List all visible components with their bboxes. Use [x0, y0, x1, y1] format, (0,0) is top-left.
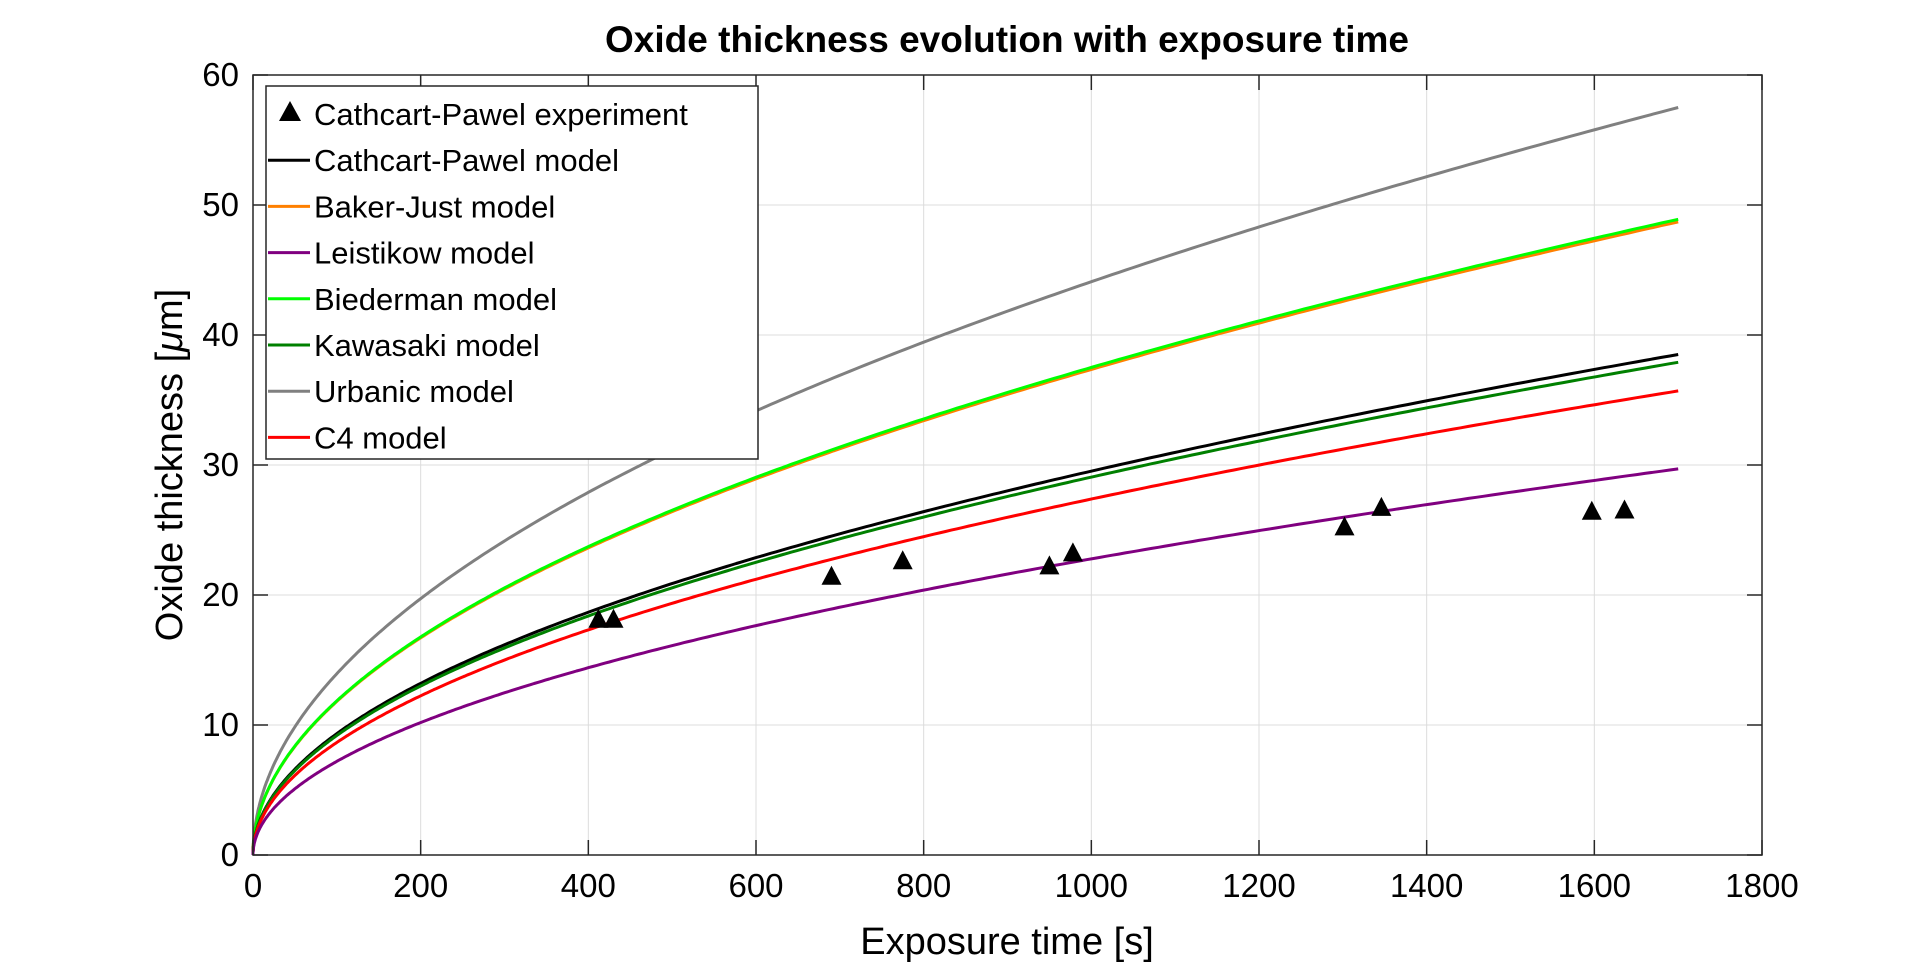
legend: Cathcart-Pawel experiment Cathcart-Pawel … — [265, 85, 759, 460]
x-tick-label-6: 1200 — [1222, 867, 1295, 904]
experiment-point-6 — [1334, 516, 1355, 536]
experiment-point-8 — [1581, 500, 1602, 520]
y-axis-title-prefix: Oxide thickness [ — [149, 351, 191, 641]
experiment-point-0 — [588, 608, 609, 628]
legend-label-5: Urbanic model — [314, 374, 514, 409]
y-tick-label-0: 0 — [221, 836, 239, 873]
series-lines — [251, 106, 1679, 856]
x-tick-label-3: 600 — [728, 867, 783, 904]
legend-label-2: Leistikow model — [314, 236, 535, 271]
x-tick-label-8: 1600 — [1558, 867, 1631, 904]
x-tick-label-9: 1800 — [1725, 867, 1798, 904]
y-axis-title: Oxide thickness [μm] — [149, 289, 191, 641]
legend-label-6: C4 model — [314, 420, 447, 455]
x-tick-label-4: 800 — [896, 867, 951, 904]
y-tick-label-2: 20 — [202, 576, 239, 613]
y-tick-label-4: 40 — [202, 316, 239, 353]
experiment-point-9 — [1614, 499, 1635, 519]
x-tick-label-7: 1400 — [1390, 867, 1463, 904]
y-axis-title-mu: μ — [149, 331, 191, 353]
y-axis-title-suffix: m] — [149, 289, 191, 331]
y-tick-label-1: 10 — [202, 706, 239, 743]
experiment-point-5 — [1062, 542, 1083, 562]
legend-label-1: Baker-Just model — [314, 189, 555, 224]
experiment-point-1 — [603, 608, 624, 628]
series-line-4 — [251, 360, 1679, 856]
legend-label-3: Biederman model — [314, 282, 557, 317]
x-tick-label-5: 1000 — [1055, 867, 1128, 904]
experiment-point-7 — [1371, 496, 1392, 516]
series-line-3 — [251, 217, 1679, 855]
y-tick-label-3: 30 — [202, 446, 239, 483]
series-line-2 — [251, 467, 1679, 856]
chart-title: Oxide thickness evolution with exposure … — [605, 19, 1409, 60]
legend-label-4: Kawasaki model — [314, 328, 540, 363]
experiment-markers — [588, 496, 1635, 628]
legend-marker-experiment — [279, 101, 301, 121]
x-tick-label-0: 0 — [244, 867, 262, 904]
y-tick-label-5: 50 — [202, 186, 239, 223]
axis-ticks: 0 200 400 600 800 1000 1200 1400 1600 1800 0 10 20 30… — [202, 56, 1798, 904]
legend-box — [265, 85, 759, 460]
series-line-5 — [251, 106, 1679, 855]
legend-label-experiment: Cathcart-Pawel experiment — [314, 97, 688, 132]
x-axis-title: Exposure time [s] — [860, 921, 1154, 963]
experiment-point-3 — [892, 550, 913, 570]
x-tick-label-1: 200 — [393, 867, 448, 904]
y-tick-label-6: 60 — [202, 56, 239, 93]
legend-items: Cathcart-Pawel experiment Cathcart-Pawel … — [268, 97, 688, 455]
experiment-point-2 — [821, 565, 842, 585]
x-tick-label-2: 400 — [561, 867, 616, 904]
experiment-point-4 — [1039, 555, 1060, 575]
legend-label-0: Cathcart-Pawel model — [314, 143, 619, 178]
